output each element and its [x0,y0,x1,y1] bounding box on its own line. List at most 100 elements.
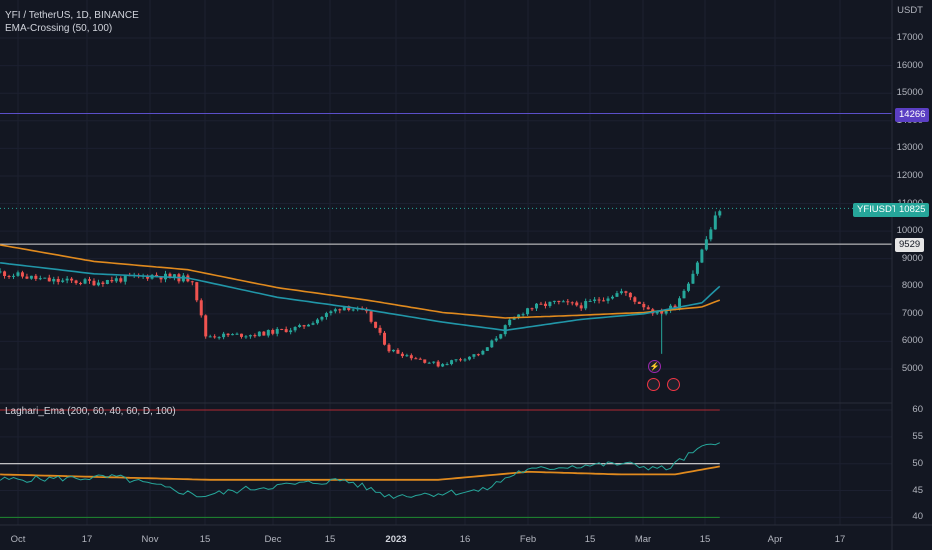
candle-body [463,359,467,361]
price-tick-label: 10000 [896,225,923,237]
candle-body [628,292,632,298]
sub-tick-label: 60 [912,404,923,415]
price-tick-label: 17000 [896,32,923,44]
candle-body [646,307,650,310]
candle-body [467,356,471,360]
white-level-badge: 9529 [895,238,925,252]
candle-body [338,309,342,311]
time-tick-label: 15 [199,534,211,545]
candle-body [566,301,570,303]
candle-body [47,277,51,282]
candle-body [396,349,400,354]
last-price-badge: 10825 [895,203,930,217]
candle-body [159,276,163,280]
candle-body [441,364,445,367]
currency-label: USDT [897,5,923,16]
candle-body [409,355,413,359]
candle-body [29,275,33,279]
candle-body [12,275,16,277]
price-tick-label: 8000 [901,280,923,292]
time-tick-label: Dec [264,534,282,545]
candle-body [718,211,722,216]
candle-body [34,275,38,279]
candle-body [459,359,463,361]
candle-body [499,334,503,339]
symbol-title[interactable]: YFI / TetherUS, 1D, BINANCE [5,10,139,21]
candle-body [423,359,427,363]
candle-body [293,327,297,331]
candle-body [709,229,713,240]
candle-body [65,278,69,281]
price-tick-label: 9000 [901,252,923,264]
candle-body [593,299,597,301]
time-tick-label: Feb [519,534,537,545]
candle-body [347,306,351,310]
candle-body [597,299,601,301]
candle-body [79,283,83,285]
candle-body [271,329,275,334]
candle-body [570,302,574,304]
candle-body [619,291,623,294]
candle-body [284,329,288,333]
candle-body [543,303,547,306]
candle-body [517,314,521,318]
candle-body [664,310,668,314]
candle-body [280,328,284,330]
candle-body [691,273,695,284]
candle-body [213,336,217,338]
candle-body [535,303,538,309]
candle-body [110,280,114,282]
candle-body [3,271,7,276]
price-tick-label: 13000 [896,142,923,154]
candle-body [324,313,328,317]
candle-body [695,262,699,274]
candle-body [642,303,646,308]
candle-body [633,297,637,302]
ema-50-line [0,262,721,332]
candle-body [526,308,530,315]
candle-body [579,305,583,309]
candle-body [476,354,480,356]
price-tick-label: 7000 [901,307,923,319]
candle-body [557,300,561,303]
candle-body [673,305,677,309]
ticker-badge: YFIUSDT [853,203,902,217]
horizontal-levels[interactable] [0,112,892,245]
price-tick-label: 5000 [901,363,923,374]
price-tick-label: 12000 [896,169,923,181]
indicator-laghari-label[interactable]: Laghari_Ema (200, 60, 40, 60, D, 100) [5,406,176,417]
candle-body [146,275,150,279]
candle-body [239,333,243,337]
candle-body [588,300,592,302]
candle-body [235,333,239,335]
candle-body [88,279,91,281]
candle-body [391,349,395,352]
us-flag-event-icon-2[interactable] [667,378,680,391]
candle-body [52,278,56,282]
time-tick-label: 17 [81,534,93,545]
time-tick-label: Apr [767,534,783,545]
candle-body [481,350,485,355]
ema-lines [0,244,721,332]
candle-body [329,311,333,314]
time-tick-label: Mar [634,534,652,545]
candle-body [494,338,498,341]
candle-body [624,291,628,293]
candle-body [168,273,172,278]
lightning-event-icon[interactable]: ⚡ [648,360,661,373]
candle-body [70,278,74,281]
candle-body [450,360,454,365]
candle-body [123,275,127,282]
time-tick-label: 15 [324,534,336,545]
indicator-ema-crossing-label[interactable]: EMA-Crossing (50, 100) [5,23,113,34]
candle-body [7,275,11,277]
sub-tick-label: 45 [912,484,923,496]
candle-body [637,301,641,304]
candle-body [307,324,311,327]
time-tick-label: Nov [141,534,159,545]
candle-body [92,280,96,286]
candle-body [199,300,203,316]
us-flag-event-icon[interactable] [647,378,660,391]
sub-orange-line [0,465,720,481]
